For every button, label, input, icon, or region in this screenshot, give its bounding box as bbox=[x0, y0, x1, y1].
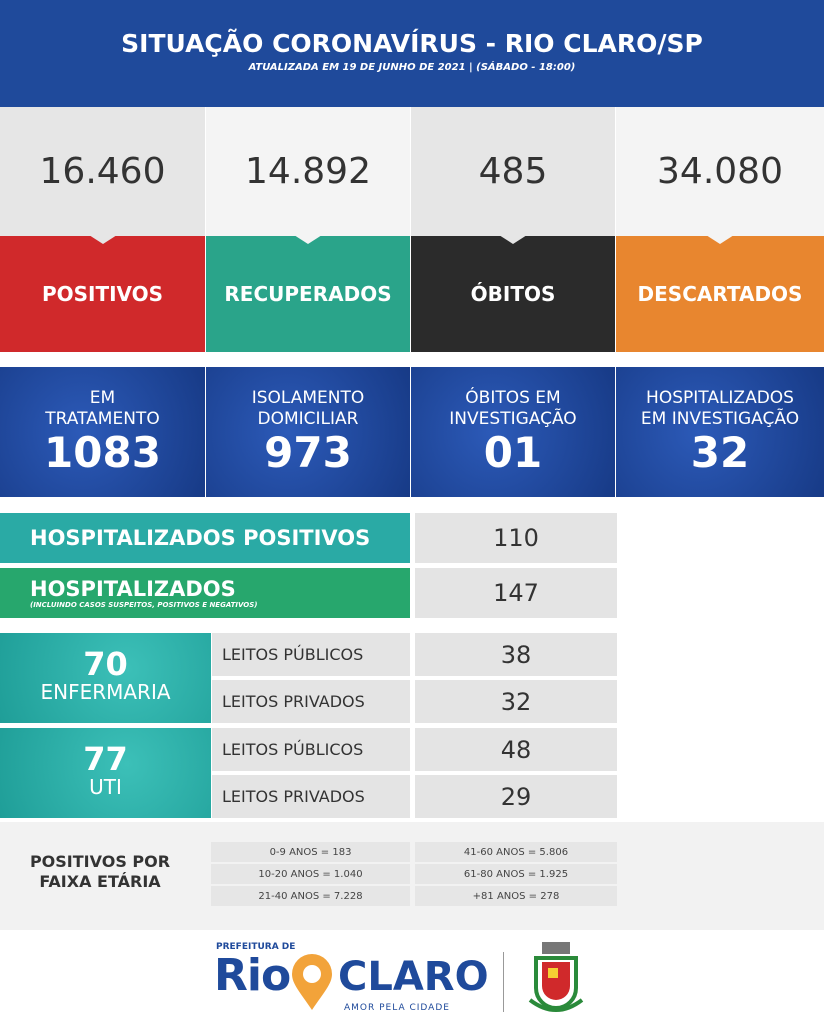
age-title: FAIXA ETÁRIA bbox=[39, 872, 161, 891]
age-item: 41-60 ANOS = 5.806 bbox=[415, 842, 617, 862]
summary-value: 14.892 bbox=[206, 107, 410, 236]
footer-slogan: AMOR PELA CIDADE bbox=[344, 1003, 450, 1013]
age-item: 10-20 ANOS = 1.040 bbox=[211, 864, 410, 884]
summary-value: 34.080 bbox=[616, 107, 824, 236]
summary-value: 485 bbox=[411, 107, 615, 236]
status-label: DOMICILIAR bbox=[257, 409, 359, 429]
logo-rio: Rio bbox=[214, 950, 291, 1001]
hospitalized-label: HOSPITALIZADOS POSITIVOS bbox=[0, 513, 410, 563]
status-card: HOSPITALIZADOS EM INVESTIGAÇÃO 32 bbox=[616, 367, 824, 497]
status-label: ISOLAMENTO bbox=[251, 388, 365, 408]
hospitalized-label: HOSPITALIZADOS (INCLUINDO CASOS SUSPEITOS… bbox=[0, 568, 410, 618]
coat-of-arms bbox=[528, 942, 584, 1012]
hospitalized-value: 110 bbox=[415, 513, 617, 563]
status-label: EM INVESTIGAÇÃO bbox=[640, 409, 800, 429]
status-value: 01 bbox=[483, 428, 543, 477]
status-label: EM bbox=[89, 388, 116, 408]
label: HOSPITALIZADOS bbox=[30, 577, 236, 601]
bed-label: LEITOS PÚBLICOS bbox=[212, 633, 410, 676]
bed-label: LEITOS PRIVADOS bbox=[212, 680, 410, 723]
divider bbox=[503, 952, 504, 1012]
title: SITUAÇÃO CORONAVÍRUS - RIO CLARO/SP bbox=[121, 28, 703, 58]
summary-label: ÓBITOS bbox=[411, 235, 615, 352]
bed-group: 70 ENFERMARIA bbox=[0, 633, 211, 723]
footer-prefix: PREFEITURA DE bbox=[216, 942, 296, 952]
group-label: UTI bbox=[89, 775, 122, 799]
status-label: ÓBITOS EM bbox=[465, 388, 561, 408]
summary-label: DESCARTADOS bbox=[616, 235, 824, 352]
logo-pin bbox=[292, 954, 332, 1010]
status-value: 973 bbox=[264, 428, 352, 477]
footer: PREFEITURA DE Rio CLARO AMOR PELA CIDADE bbox=[0, 930, 824, 1024]
bed-value: 29 bbox=[415, 775, 617, 818]
bed-label: LEITOS PRIVADOS bbox=[212, 775, 410, 818]
status-card: ISOLAMENTO DOMICILIAR 973 bbox=[206, 367, 410, 497]
group-value: 77 bbox=[83, 740, 128, 778]
subtitle: ATUALIZADA EM 19 DE JUNHO DE 2021 | (SÁB… bbox=[248, 61, 576, 73]
age-item: 0-9 ANOS = 183 bbox=[211, 842, 410, 862]
status-card: ÓBITOS EM INVESTIGAÇÃO 01 bbox=[411, 367, 615, 497]
bed-group: 77 UTI bbox=[0, 728, 211, 818]
age-item: 61-80 ANOS = 1.925 bbox=[415, 864, 617, 884]
status-label: INVESTIGAÇÃO bbox=[449, 409, 577, 429]
notch bbox=[499, 235, 527, 244]
status-value: 1083 bbox=[44, 428, 161, 477]
notch bbox=[88, 235, 117, 244]
group-value: 70 bbox=[83, 645, 128, 683]
age-title: POSITIVOS POR bbox=[29, 852, 171, 871]
note: (INCLUINDO CASOS SUSPEITOS, POSITIVOS E … bbox=[30, 601, 258, 609]
notch bbox=[706, 235, 734, 244]
bed-value: 48 bbox=[415, 728, 617, 771]
hospitalized-value: 147 bbox=[415, 568, 617, 618]
notch bbox=[294, 235, 322, 244]
status-card: EM TRATAMENTO 1083 bbox=[0, 367, 205, 497]
status-value: 32 bbox=[690, 428, 750, 477]
age-item: 21-40 ANOS = 7.228 bbox=[211, 886, 410, 906]
status-label: HOSPITALIZADOS bbox=[646, 388, 794, 408]
logo-claro: CLARO bbox=[338, 954, 489, 1000]
age-section: POSITIVOS POR FAIXA ETÁRIA bbox=[0, 822, 824, 930]
summary-value: 16.460 bbox=[0, 107, 205, 236]
summary-label: RECUPERADOS bbox=[206, 235, 410, 352]
group-label: ENFERMARIA bbox=[40, 680, 171, 704]
bed-value: 38 bbox=[415, 633, 617, 676]
age-item: +81 ANOS = 278 bbox=[415, 886, 617, 906]
summary-label: POSITIVOS bbox=[0, 235, 205, 352]
status-label: TRATAMENTO bbox=[45, 409, 160, 429]
header: SITUAÇÃO CORONAVÍRUS - RIO CLARO/SP ATUA… bbox=[0, 0, 824, 107]
label: HOSPITALIZADOS POSITIVOS bbox=[30, 526, 371, 550]
bed-value: 32 bbox=[415, 680, 617, 723]
bed-label: LEITOS PÚBLICOS bbox=[212, 728, 410, 771]
